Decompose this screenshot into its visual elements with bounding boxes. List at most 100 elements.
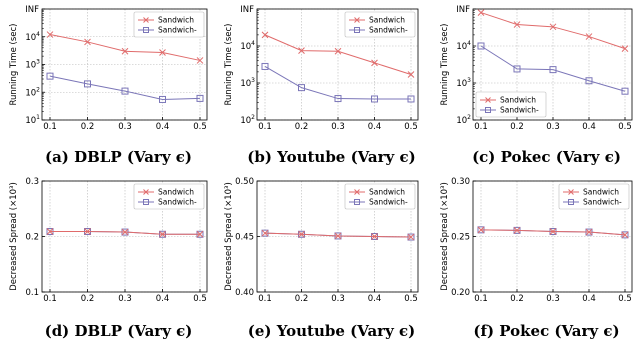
legend-marker-sandwich [568, 189, 574, 195]
legend-label: Sandwich [500, 96, 536, 105]
x-tick-label: 0.3 [546, 294, 560, 304]
x-tick-label: 0.1 [258, 294, 272, 304]
x-tick-label: 0.3 [331, 294, 345, 304]
legend-marker-sandwich [143, 17, 149, 23]
y-tick-label: 103 [456, 77, 471, 89]
data-point-sandwich [298, 47, 305, 54]
data-point-sandwich-minus [261, 62, 269, 70]
legend-label: Sandwich- [500, 106, 539, 115]
legend-box [344, 11, 416, 38]
chart-panel-2: 102 103 104 INF 0.1 0.2 0.3 0.4 0.5 Running Time … [224, 5, 419, 132]
chart-panel-4: 0.1 0.2 0.3 0.1 0.2 0.3 0.4 0.5 Decreased Spread… [9, 177, 208, 304]
y-tick-label: 0.30 [451, 177, 470, 187]
legend-label: Sandwich [369, 188, 405, 197]
data-point-sandwich [621, 45, 629, 52]
data-point-sandwich [477, 226, 485, 234]
data-point-sandwich [196, 230, 204, 238]
data-point-sandwich-minus [477, 42, 485, 50]
panel-caption: (d) DBLP (Vary ϵ) [45, 322, 193, 340]
data-point-sandwich-minus [334, 95, 342, 103]
panel-caption: (f) Pokec (Vary ϵ) [473, 322, 619, 340]
panel-caption: (c) Pokec (Vary ϵ) [472, 148, 621, 166]
y-tick-label: 0.40 [235, 288, 254, 298]
legend-label: Sandwich [583, 188, 619, 197]
data-point-sandwich-minus [549, 66, 557, 74]
legend-label: Sandwich [369, 16, 405, 25]
x-tick-label: 0.2 [81, 122, 95, 132]
x-tick-label: 0.2 [510, 294, 524, 304]
legend-label: Sandwich- [158, 26, 197, 35]
data-point-sandwich-minus [46, 72, 54, 80]
data-point-sandwich-minus [84, 80, 91, 88]
y-tick-label: INF [25, 5, 39, 15]
legend-box [475, 91, 547, 118]
data-point-sandwich [159, 230, 166, 238]
legend-marker-sandwich [485, 97, 491, 103]
legend-label: Sandwich- [158, 198, 197, 207]
data-point-sandwich [121, 47, 129, 55]
y-axis-title: Running Time (sec) [224, 24, 234, 106]
data-point-sandwich [549, 23, 557, 31]
x-tick-label: 0.5 [404, 294, 418, 304]
data-point-sandwich [261, 229, 269, 237]
y-axis-title: Decreased Spread (×10³) [440, 182, 450, 291]
data-point-sandwich [261, 31, 269, 39]
y-tick-label: 0.2 [25, 233, 39, 243]
x-tick-label: 0.5 [618, 122, 632, 132]
panel-caption: (b) Youtube (Vary ϵ) [247, 148, 415, 166]
legend-marker-sandwich-minus [354, 27, 360, 33]
panel-caption: (e) Youtube (Vary ϵ) [248, 322, 416, 340]
x-tick-label: 0.2 [81, 294, 95, 304]
y-axis-title: Decreased Spread (×10³) [224, 182, 234, 291]
series-line-sandwich-minus [49, 75, 201, 100]
data-point-sandwich [46, 31, 54, 38]
x-tick-label: 0.4 [368, 122, 382, 132]
data-point-sandwich [407, 233, 415, 241]
data-point-sandwich [334, 232, 342, 240]
legend-box [133, 11, 205, 38]
data-point-sandwich [407, 71, 415, 78]
data-point-sandwich-minus [513, 65, 521, 73]
y-tick-label: 0.25 [451, 233, 470, 243]
data-point-sandwich [84, 228, 91, 235]
x-tick-label: 0.4 [156, 294, 170, 304]
data-point-sandwich-minus [298, 84, 305, 92]
y-tick-label: 102 [240, 114, 255, 126]
data-point-sandwich-minus [621, 87, 629, 95]
x-tick-label: 0.1 [43, 294, 57, 304]
plot-frame [472, 8, 633, 121]
legend-marker-sandwich-minus [143, 199, 149, 205]
y-tick-label: 0.45 [235, 233, 254, 243]
x-tick-label: 0.4 [368, 294, 382, 304]
data-point-sandwich [585, 228, 593, 236]
data-point-sandwich [513, 21, 521, 28]
x-tick-label: 0.5 [193, 294, 207, 304]
x-tick-label: 0.3 [331, 122, 345, 132]
data-point-sandwich [371, 233, 378, 240]
legend-marker-sandwich-minus [485, 107, 491, 113]
data-point-sandwich [513, 227, 521, 234]
data-point-sandwich [334, 47, 342, 55]
data-point-sandwich [549, 228, 557, 235]
legend-box [558, 183, 630, 210]
y-tick-label: 102 [25, 86, 40, 98]
panel-caption: (a) DBLP (Vary ϵ) [45, 148, 192, 166]
x-tick-label: 0.5 [193, 122, 207, 132]
series-line-sandwich [49, 34, 201, 61]
legend-marker-sandwich-minus [568, 199, 574, 205]
y-axis-title: Running Time (sec) [440, 24, 450, 106]
data-point-sandwich [477, 9, 485, 16]
x-tick-label: 0.4 [582, 294, 596, 304]
x-tick-label: 0.4 [582, 122, 596, 132]
y-tick-label: INF [240, 5, 254, 15]
y-tick-label: 103 [240, 77, 255, 89]
chart-panel-3: 102 103 104 INF 0.1 0.2 0.3 0.4 0.5 Running Time … [440, 5, 633, 132]
y-tick-label: 103 [25, 59, 40, 71]
legend-box [344, 183, 416, 210]
y-tick-label: 101 [25, 114, 40, 126]
data-point-sandwich [371, 59, 378, 67]
x-tick-label: 0.2 [295, 122, 309, 132]
x-tick-label: 0.3 [118, 122, 132, 132]
